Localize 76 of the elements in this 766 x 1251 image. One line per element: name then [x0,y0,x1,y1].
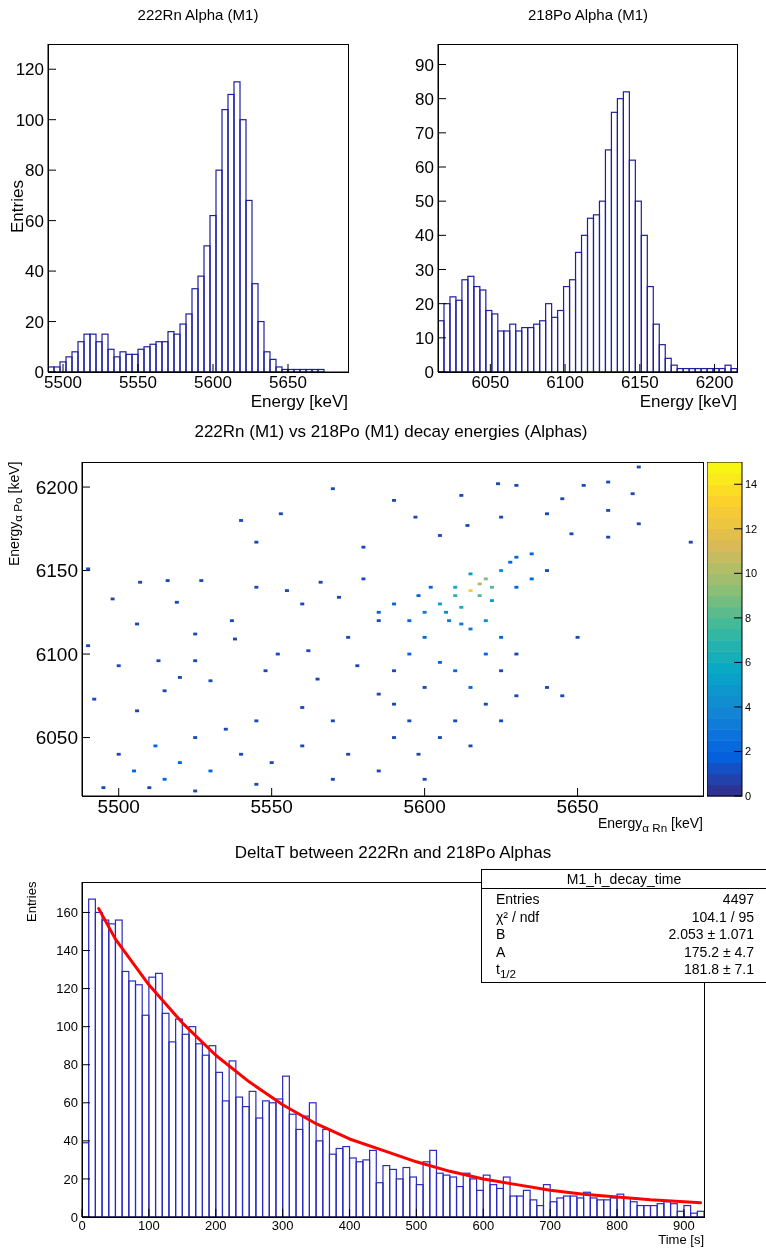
x-tick-label: 900 [673,1218,695,1234]
x-tick-label: 700 [539,1218,562,1234]
y-axis-title: Entries [24,882,40,925]
chart-title: DeltaT between 222Rn and 218Po Alphas [233,843,553,863]
annotation: 104.1 / 95 [691,908,754,926]
y-tick-label: 6100 [35,643,78,665]
y-tick-label: 30 [415,260,434,280]
y-tick-label: 80 [25,161,44,181]
color-bar-label: 10 [745,567,758,580]
x-tick-label: 5650 [269,373,307,393]
x-axis-title: Time [s] [657,1232,704,1247]
y-tick-label: 60 [25,211,44,231]
y-tick-label: 60 [63,1095,78,1111]
annotation: t$_{1/2}$ [496,961,517,980]
x-tick-label: 5550 [250,796,293,818]
annotation: B [496,926,506,944]
y-tick-label: 20 [63,1171,78,1187]
x-axis-title: Energy$_{α Rn}$ [keV] [597,815,703,834]
y-tick-label: 100 [56,1019,78,1035]
x-tick-label: 5600 [194,373,232,393]
y-tick-label: 140 [56,943,78,959]
x-tick-label: 100 [138,1218,160,1234]
color-bar-label: 12 [745,522,758,535]
x-tick-label: 5500 [44,373,82,393]
y-tick-label: 160 [56,905,78,921]
x-tick-label: 5650 [556,796,599,818]
annotation: Entries [496,891,540,909]
x-tick-label: 400 [338,1218,361,1234]
x-tick-label: 5500 [97,796,140,818]
annotation: 175.2 ± 4.7 [684,943,754,961]
y-tick-label: 60 [415,158,434,178]
y-tick-label: 120 [15,60,44,80]
x-tick-label: 600 [472,1218,495,1234]
x-tick-label: 5550 [119,373,157,393]
y-tick-label: 10 [415,328,434,348]
x-axis-title: Energy [keV] [639,392,737,411]
annotation: A [496,943,506,961]
y-tick-label: 80 [63,1057,78,1073]
x-tick-label: 300 [271,1218,294,1234]
color-bar-label: 8 [745,611,752,624]
x-tick-label: 6050 [471,373,510,393]
chart-title: 222Rn (M1) vs 218Po (M1) decay energies (Alphas) [193,422,589,442]
y-tick-label: 40 [415,226,434,246]
y-tick-label: 50 [415,192,434,212]
chart-title: 218Po Alpha (M1) [526,6,650,23]
y-tick-label: 120 [56,981,78,997]
x-tick-label: 6150 [620,373,659,393]
y-tick-label: 40 [25,262,44,282]
x-tick-label: 800 [606,1218,628,1234]
annotation: 2.053 ± 1.071 [668,926,754,944]
color-bar-label: 4 [745,700,752,713]
y-tick-label: 90 [415,55,434,75]
annotation: 181.8 ± 7.1 [684,961,754,979]
x-tick-label: 500 [405,1218,428,1234]
y-tick-label: 80 [415,89,434,109]
x-axis-title: Energy [keV] [249,392,348,412]
y-axis-title: Entries [8,180,27,233]
y-tick-label: 40 [63,1133,78,1149]
x-tick-label: 200 [204,1218,227,1234]
y-tick-label: 70 [415,123,434,143]
color-bar-label: 2 [745,745,752,758]
x-tick-label: 5600 [403,796,446,818]
x-tick-label: 6200 [695,373,734,393]
color-bar-label: 6 [745,656,752,669]
annotation: M1_h_decay_time [482,870,766,889]
annotation: χ² / ndf [496,908,540,926]
x-tick-label: 6100 [546,373,584,393]
chart-title: 222Rn Alpha (M1) [136,6,260,23]
text: 4497 [722,891,754,909]
y-tick-label: 6050 [35,727,78,749]
y-tick-label: 6200 [35,476,78,498]
y-tick-label: 6150 [35,560,78,582]
y-tick-label: 100 [15,110,44,130]
color-bar-label: 14 [745,478,758,491]
y-tick-label: 20 [25,312,44,332]
y-tick-label: 20 [415,294,434,314]
